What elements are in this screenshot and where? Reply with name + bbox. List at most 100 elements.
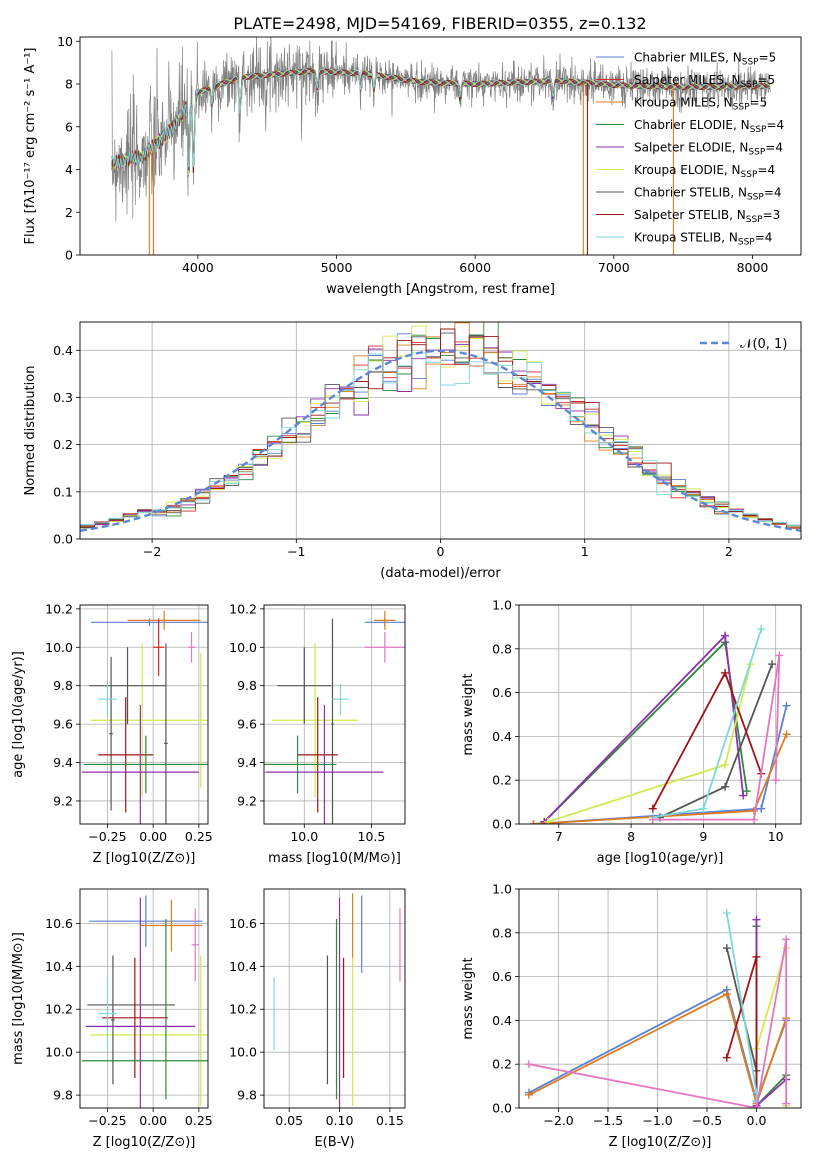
plot-area [529,625,791,824]
y-tick-label: 1.0 [492,598,512,613]
legend-entry: Salpeter STELIB, NSSP=3 [634,208,780,225]
mass-weight-marker [752,915,761,924]
x-tick-label: 0.00 [139,1113,167,1128]
mass-weight-line [659,663,773,819]
plot-area [81,895,208,1108]
residual-legend: 𝒩(0, 1) [700,337,787,352]
axes-frame [263,888,406,1109]
mass-weight-marker [722,909,731,918]
x-tick-label: −0.5 [692,1113,722,1128]
chart-age-vs-mass: 10.0 10.5 9.2 9.4 9.6 9.8 10.0 10.2 mass [log10(… [229,601,406,866]
error-bar-point [98,977,117,1051]
chart-residuals: −2 −1 0 1 2 0.0 0.1 0.2 0.3 0.4 (data-model)/error… [23,321,802,581]
gridlines [80,889,208,1108]
plot-area [111,37,771,255]
mass-weight-marker [529,820,538,824]
x-tick-label: 0.15 [376,1113,404,1128]
y-tick-label: 9.8 [237,1088,257,1103]
error-bar-point [98,697,154,813]
mass-weight-marker [757,625,766,634]
error-bar-point [81,704,199,824]
y-tick-label: 9.2 [237,793,257,808]
x-tick-label: 10.5 [358,829,386,844]
x-tick-label: 2 [725,544,733,559]
gridlines [264,889,405,1108]
y-tick-label: 0.4 [53,343,73,358]
error-bar-point [264,735,337,794]
y-tick-label: 0.1 [53,484,73,499]
y-tick-label: 0.6 [492,685,512,700]
x-tick-label: 9 [699,829,707,844]
error-bar-point [331,618,334,824]
mass-weight-line [528,992,788,1107]
axes-frame [79,321,802,540]
mass-weight-marker [757,804,766,813]
y-tick-label: 0.8 [492,641,512,656]
y-tick-label: 10.0 [229,640,257,655]
x-tick-label: 4000 [182,260,214,275]
x-tick-label: 10 [768,829,784,844]
figure-title: PLATE=2498, MJD=54169, FIBERID=0355, z=0… [233,14,646,33]
y-tick-label: 10.6 [229,916,257,931]
mass-weight-line [725,956,758,1093]
x-tick-label: 0.10 [326,1113,354,1128]
y-tick-label: 0.2 [492,1057,512,1072]
legend-entry: Kroupa ELODIE, NSSP=4 [634,163,775,180]
mass-weight-marker [775,651,784,660]
mass-weight-marker [722,1053,731,1062]
x-tick-label: −1.0 [642,1113,672,1128]
y-tick-label: 2 [65,205,73,220]
error-bar-point [297,697,338,813]
x-tick-label: 0 [437,544,445,559]
x-tick-label: 8 [627,829,635,844]
y-tick-label: 10.2 [45,1002,73,1017]
y-tick-label: 0.2 [492,773,512,788]
gridlines [80,605,208,824]
mass-weight-marker [721,782,730,791]
y-tick-label: 9.8 [237,678,257,693]
mass-weight-line [652,628,763,819]
y-tick-label: 0.0 [492,817,512,832]
error-bar-point [85,897,196,1108]
x-axis-label: Z [log10(Z/Z⊙)] [93,1135,196,1150]
error-bar-point [374,610,396,630]
y-axis-label: Normed distribution [23,366,38,496]
mass-weight-marker [722,990,731,999]
y-tick-label: 9.8 [53,678,73,693]
y-tick-label: 9.2 [53,793,73,808]
x-tick-label: −1.5 [593,1113,623,1128]
y-tick-label: 9.6 [237,717,257,732]
legend-entry: Chabrier MILES, NSSP=5 [634,51,776,68]
y-tick-label: 0.6 [492,969,512,984]
mass-weight-marker [721,760,730,769]
axes-frame [79,36,802,256]
y-tick-label: 8 [65,77,73,92]
mass-weight-marker [648,815,657,824]
x-axis-label: Z [log10(Z/Z⊙)] [609,1135,712,1150]
plot-area [80,322,801,532]
legend-entry: Chabrier STELIB, NSSP=4 [634,186,782,203]
gridlines [264,605,405,824]
legend-entry: Salpeter ELODIE, NSSP=4 [634,141,783,158]
chart-weight-vs-Z: −2.0 −1.5 −1.0 −0.5 0.0 0.0 0.2 0.4 0.6 0.8 1.0 Z [… [461,882,802,1150]
plot-area [273,893,401,1108]
axes-frame [79,604,209,825]
y-axis-label: mass weight [461,673,476,755]
error-bar-point [140,899,203,952]
x-axis-label: Z [log10(Z/Z⊙)] [93,851,196,866]
chart-spectrum: 4000 5000 6000 7000 8000 0 2 4 6 8 10 wavelength [A… [23,34,802,297]
mass-weight-marker [742,787,751,796]
y-tick-label: 1.0 [492,882,512,897]
error-bar-point [153,618,165,677]
mass-weight-line [547,663,752,823]
error-bar-point [83,735,208,794]
chart-mass-vs-Z: −0.25 0.00 0.25 9.8 10.0 10.2 10.4 10.6 Z [log10… [11,888,213,1150]
x-axis-label: mass [log10(M/M⊙)] [268,851,401,866]
y-axis-label: Flux [fλ10⁻¹⁷ erg cm⁻² s⁻¹ A⁻¹] [23,48,38,245]
error-bar-point [111,955,115,1085]
axes-frame [263,604,406,825]
error-bar-point [90,618,208,627]
error-bar-point [127,610,201,630]
mass-weight-marker [752,952,761,961]
